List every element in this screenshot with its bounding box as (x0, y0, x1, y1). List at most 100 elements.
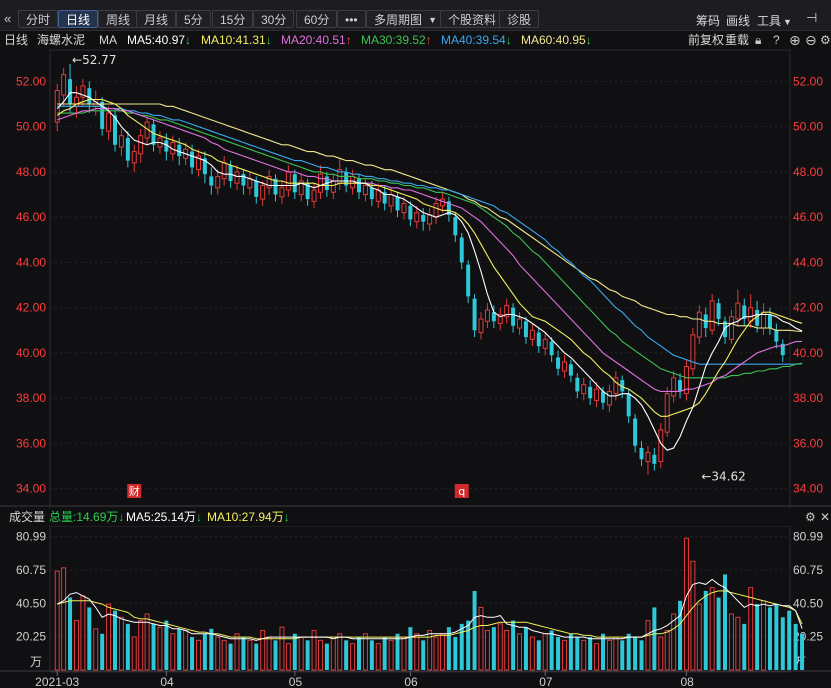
volume-bar (254, 643, 259, 670)
volume-bar (601, 633, 605, 670)
volume-bar (639, 640, 644, 670)
ma30-line (57, 110, 803, 379)
volume-bar (93, 628, 99, 671)
forward-adjust-button[interactable]: 前复权 (688, 33, 725, 47)
help-icon[interactable]: ? (773, 33, 780, 47)
price-tick-label-left: 38.00 (16, 391, 46, 405)
volume-bar (472, 590, 477, 670)
candle-body (517, 318, 523, 329)
candle-body (767, 314, 772, 329)
volume-bar (266, 636, 272, 671)
tab-30min[interactable]: 30分 (253, 10, 295, 28)
volume-bar (305, 640, 310, 670)
candle-body (215, 175, 221, 189)
double-chevron-left-icon[interactable]: « (4, 11, 12, 26)
volume-bar (177, 628, 182, 670)
volume-bar (780, 617, 785, 670)
volume-bar (491, 627, 496, 670)
volume-bar (683, 537, 689, 671)
zoom-in-icon[interactable]: ⊕ (789, 32, 801, 48)
candle-body (542, 338, 548, 349)
volume-bar (652, 607, 657, 670)
volume-bar (523, 627, 528, 670)
time-tick-label: 07 (539, 675, 553, 688)
candle-body (446, 201, 451, 215)
volume-bar (556, 637, 561, 670)
total-volume: 总量:14.69万↓ (49, 510, 125, 524)
volume-tick-label-right: 40.50 (793, 596, 823, 610)
candle-body (439, 198, 445, 207)
tools-dropdown[interactable]: 工具 ▼ (757, 12, 792, 29)
candle-body (478, 318, 484, 334)
volume-panel-frame (49, 525, 791, 673)
volume-bar (561, 639, 567, 671)
pin-icon[interactable]: ⊣ (806, 10, 818, 25)
volume-bar (575, 637, 580, 670)
tab-15min[interactable]: 15分 (212, 10, 254, 28)
time-tick-label: 08 (680, 675, 694, 688)
candle-body (748, 307, 754, 322)
tab-monthly[interactable]: 月线 (136, 10, 177, 28)
multi-period-label: 多周期图 (374, 13, 423, 27)
tab-weekly[interactable]: 周线 (98, 10, 139, 28)
volume-ma5: MA5:25.14万↓ (126, 510, 203, 524)
volume-bar (690, 560, 696, 671)
candle-body (311, 189, 317, 202)
chips-button[interactable]: 筹码 (696, 14, 721, 28)
candle-body (369, 187, 374, 200)
volume-bar (728, 613, 734, 671)
reload-button[interactable]: 重载 (725, 33, 750, 47)
tab-60min[interactable]: 60分 (296, 10, 338, 28)
volume-bar (594, 643, 600, 671)
volume-bar (793, 623, 798, 670)
multi-period-dropdown[interactable]: 多周期图 ▼ (366, 10, 444, 28)
candle-body (408, 205, 413, 220)
volume-bar (87, 607, 92, 670)
candle-body (716, 303, 721, 319)
tab-intraday[interactable]: 分时 (18, 10, 59, 28)
volume-bar (408, 627, 413, 670)
candle-body (453, 217, 458, 236)
volume-bar (215, 636, 221, 671)
stock-info-button[interactable]: 个股资料 (440, 10, 505, 28)
zoom-out-icon[interactable]: ⊖ (805, 32, 817, 48)
candle-body (209, 176, 214, 186)
volume-unit-label-left: 万 (30, 655, 42, 669)
candle-body (581, 384, 587, 395)
candle-body (350, 175, 356, 189)
draw-line-button[interactable]: 画线 (726, 14, 751, 28)
volume-bar (536, 640, 541, 670)
settings-icon[interactable]: ⚙ (820, 33, 831, 47)
diagnose-button[interactable]: 诊股 (499, 10, 540, 28)
lock-icon[interactable]: 🔒︎ (755, 33, 762, 47)
stock-name: 海螺水泥 (37, 33, 86, 47)
candle-body (234, 171, 240, 184)
more-periods-button[interactable]: ••• (337, 10, 366, 28)
price-tick-label-left: 52.00 (16, 74, 46, 88)
close-icon[interactable]: ✕ (820, 510, 831, 524)
volume-bar (401, 636, 407, 671)
volume-bar (433, 636, 439, 671)
volume-ma10: MA10:27.94万↓ (207, 510, 290, 524)
candle-body (317, 173, 323, 193)
price-tick-label-right: 50.00 (793, 120, 823, 134)
candle-body (382, 192, 387, 204)
volume-bar (221, 639, 227, 671)
tab-daily[interactable]: 日线 (58, 10, 99, 28)
volume-bar (735, 616, 741, 671)
candle-body (285, 171, 291, 191)
volume-tick-label-left: 60.75 (16, 563, 46, 577)
time-tick-label: 04 (160, 675, 174, 688)
candle-body (100, 101, 105, 129)
candle-body (357, 178, 361, 193)
settings-icon[interactable]: ⚙ (805, 510, 816, 524)
candle-body (305, 183, 310, 200)
volume-bar (645, 620, 651, 671)
volume-bar (54, 570, 60, 671)
candle-body (279, 187, 285, 198)
tab-5min[interactable]: 5分 (176, 10, 211, 28)
candle-body (106, 112, 112, 132)
candle-body (504, 304, 510, 318)
candle-body (195, 155, 201, 171)
